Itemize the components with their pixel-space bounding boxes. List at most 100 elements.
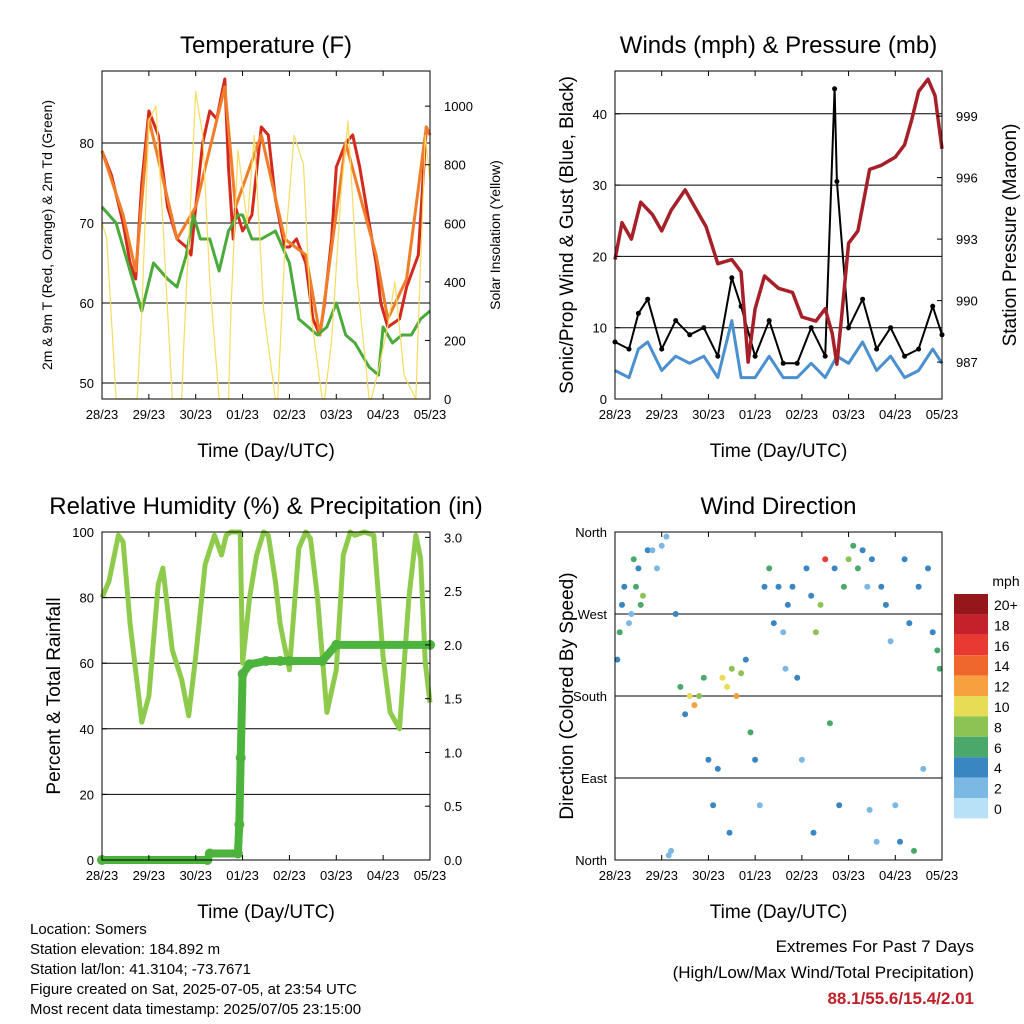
series-point xyxy=(729,275,735,281)
direction-point xyxy=(621,583,628,590)
direction-point xyxy=(738,670,745,677)
x-tick-label: 05/23 xyxy=(414,868,447,883)
direction-point xyxy=(873,838,880,845)
x-axis-label: Time (Day/UTC) xyxy=(197,441,335,462)
extremes-title: Extremes For Past 7 Days xyxy=(775,937,974,956)
series-point xyxy=(715,353,721,359)
series-point xyxy=(874,346,880,352)
legend-label: 2 xyxy=(994,781,1002,797)
series-point xyxy=(635,310,641,316)
direction-point xyxy=(665,852,672,859)
chart-panel-4: Wind Direction Time (Day/UTC) 28/23 29/23 30… xyxy=(557,493,1020,923)
direction-point xyxy=(705,756,712,763)
series-point xyxy=(232,848,243,859)
y-tick-label: North xyxy=(575,525,607,540)
x-tick-label: 03/23 xyxy=(320,407,353,422)
direction-point xyxy=(614,656,621,663)
direction-point xyxy=(686,693,693,699)
legend-label: 20+ xyxy=(994,597,1018,613)
direction-point xyxy=(700,674,707,681)
direction-point xyxy=(864,583,871,590)
series-line-3 xyxy=(100,206,431,377)
direction-point xyxy=(658,542,665,549)
station-elevation: Station elevation: 184.892 m xyxy=(30,941,221,958)
direction-point xyxy=(897,838,903,845)
series-point xyxy=(701,325,707,331)
direction-point xyxy=(728,665,735,672)
x-tick-label: 03/23 xyxy=(320,868,353,883)
legend-label: 4 xyxy=(994,760,1002,776)
series-point xyxy=(687,332,693,338)
direction-point xyxy=(854,565,861,572)
series-point xyxy=(752,353,758,359)
x-tick-label: 04/23 xyxy=(879,868,912,883)
legend-swatch xyxy=(954,777,988,798)
chart-title: Wind Direction xyxy=(700,493,856,520)
direction-point xyxy=(892,802,899,809)
x-tick-label: 05/23 xyxy=(926,407,959,422)
series-line-4 xyxy=(101,90,431,400)
direction-point xyxy=(766,565,773,572)
direction-point xyxy=(845,556,852,563)
x-tick-label: 01/23 xyxy=(739,868,772,883)
y-tick-label-right: 400 xyxy=(444,275,466,290)
legend-swatch xyxy=(954,716,988,737)
x-tick-label: 01/23 xyxy=(739,407,772,422)
y-tick-label-right: 0.0 xyxy=(444,853,462,868)
y-tick-label: 40 xyxy=(80,722,94,737)
direction-point xyxy=(637,601,644,608)
series-point xyxy=(261,656,271,666)
y-tick-label-right: 800 xyxy=(444,158,466,173)
direction-point xyxy=(920,765,927,772)
y-tick-label: 20 xyxy=(593,249,607,264)
y-tick-label: 30 xyxy=(593,178,607,193)
x-tick-label: 03/23 xyxy=(832,407,865,422)
x-tick-label: 05/23 xyxy=(414,407,447,422)
direction-point xyxy=(726,829,733,836)
series-point xyxy=(645,296,651,302)
legend-swatch xyxy=(954,696,988,717)
extremes-values: 88.1/55.6/15.4/2.01 xyxy=(827,989,974,1008)
x-tick-label: 02/23 xyxy=(786,868,819,883)
direction-point xyxy=(635,565,642,572)
direction-point xyxy=(668,847,675,854)
direction-point xyxy=(901,556,908,563)
series-point xyxy=(766,318,772,324)
x-tick-label: 04/23 xyxy=(367,407,400,422)
series-point xyxy=(930,303,936,309)
y-axis-label: 2m & 9m T (Red, Orange) & 2m Td (Green) xyxy=(39,100,55,370)
y-tick-label: South xyxy=(573,689,607,704)
chart-panel-1: Temperature (F) Time (Day/UTC) 28/23 29/23 3… xyxy=(39,32,503,462)
series-line-1 xyxy=(100,77,432,337)
direction-point xyxy=(925,565,931,572)
x-tick-label: 28/23 xyxy=(599,868,632,883)
direction-point xyxy=(691,702,698,709)
series-point xyxy=(331,639,342,650)
station-info: Location: Somers Station elevation: 184.… xyxy=(30,920,361,1020)
direction-point xyxy=(752,756,759,763)
direction-point xyxy=(649,547,656,554)
legend-label: 12 xyxy=(994,679,1010,695)
y-tick-label-right: 999 xyxy=(956,109,978,124)
direction-point xyxy=(616,629,623,636)
y-tick-label-right: 0 xyxy=(444,392,451,407)
y-tick-label-right: 200 xyxy=(444,333,466,348)
legend-label: 10 xyxy=(994,699,1010,715)
series-point xyxy=(888,325,894,331)
plot-frame xyxy=(101,531,431,861)
direction-point xyxy=(794,674,801,681)
y-tick-label-right: 996 xyxy=(956,171,978,186)
direction-point xyxy=(626,620,632,627)
direction-point xyxy=(682,711,689,718)
direction-point xyxy=(724,683,731,690)
direction-point xyxy=(780,629,787,636)
direction-point xyxy=(831,565,838,572)
x-tick-label: 30/23 xyxy=(179,407,212,422)
y-tick-label-right: 987 xyxy=(956,355,978,370)
x-tick-label: 28/23 xyxy=(86,407,119,422)
y-tick-label: East xyxy=(581,771,607,786)
direction-point xyxy=(719,674,726,681)
direction-point xyxy=(756,802,763,809)
y-tick-label-right: 990 xyxy=(956,294,978,309)
direction-point xyxy=(887,638,894,645)
